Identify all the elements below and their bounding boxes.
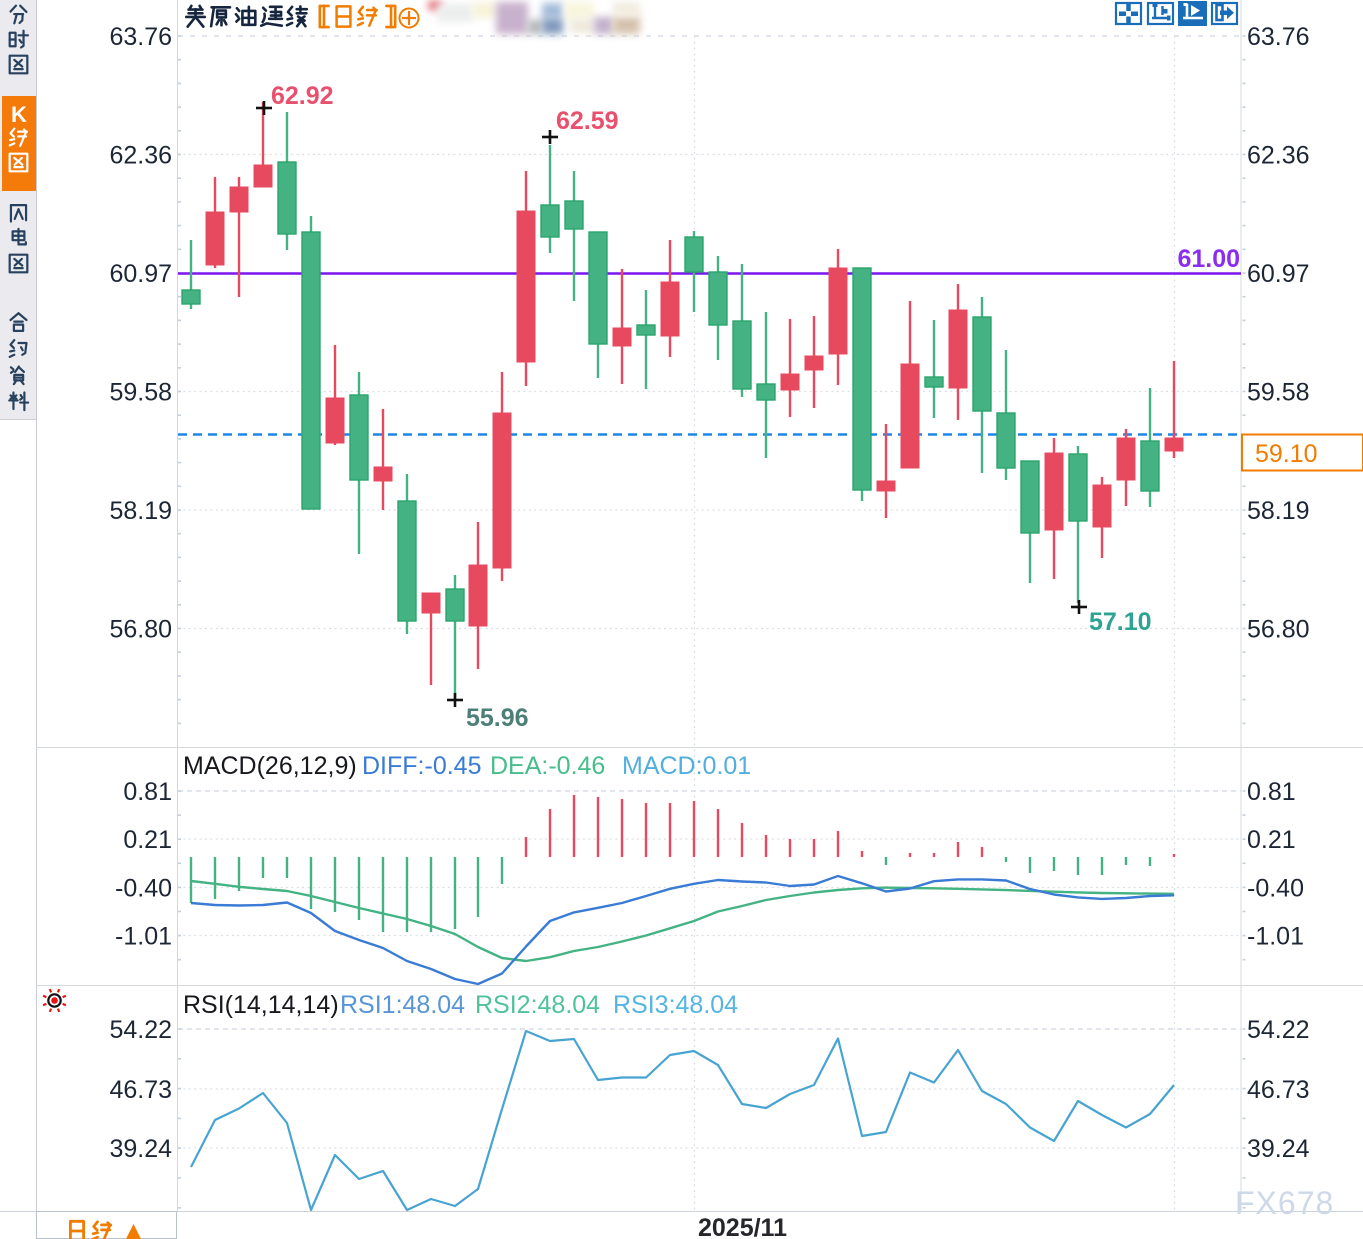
svg-text:63.76: 63.76 [1247, 23, 1310, 51]
svg-text:-0.40: -0.40 [1247, 875, 1304, 903]
svg-text:-1.01: -1.01 [1247, 923, 1304, 951]
svg-text:54.22: 54.22 [109, 1016, 172, 1044]
svg-text:56.80: 56.80 [1247, 616, 1310, 644]
svg-text:39.24: 39.24 [1247, 1135, 1310, 1163]
svg-text:63.76: 63.76 [109, 23, 172, 51]
svg-text:RSI1:48.04: RSI1:48.04 [340, 991, 465, 1019]
svg-text:62.92: 62.92 [271, 82, 334, 110]
svg-text:62.59: 62.59 [556, 107, 619, 135]
svg-text:-1.01: -1.01 [115, 923, 172, 951]
svg-text:DEA:-0.46: DEA:-0.46 [490, 752, 605, 780]
svg-text:46.73: 46.73 [1247, 1076, 1310, 1104]
svg-text:2025/11: 2025/11 [698, 1214, 787, 1239]
svg-text:RSI2:48.04: RSI2:48.04 [475, 991, 600, 1019]
svg-text:58.19: 58.19 [109, 497, 172, 525]
svg-text:46.73: 46.73 [109, 1076, 172, 1104]
svg-text:62.36: 62.36 [109, 142, 172, 170]
svg-text:0.81: 0.81 [1247, 778, 1296, 806]
svg-text:61.00: 61.00 [1177, 245, 1240, 273]
svg-text:39.24: 39.24 [109, 1135, 172, 1163]
svg-text:56.80: 56.80 [109, 616, 172, 644]
svg-text:60.97: 60.97 [1247, 260, 1310, 288]
svg-text:FX678: FX678 [1235, 1185, 1334, 1221]
svg-text:0.21: 0.21 [123, 826, 172, 854]
svg-text:RSI(14,14,14): RSI(14,14,14) [183, 991, 339, 1019]
svg-text:60.97: 60.97 [109, 260, 172, 288]
svg-text:MACD:0.01: MACD:0.01 [622, 752, 751, 780]
svg-text:55.96: 55.96 [466, 704, 529, 732]
svg-text:0.21: 0.21 [1247, 826, 1296, 854]
svg-text:59.58: 59.58 [1247, 379, 1310, 407]
svg-text:-0.40: -0.40 [115, 875, 172, 903]
svg-text:DIFF:-0.45: DIFF:-0.45 [362, 752, 481, 780]
svg-text:62.36: 62.36 [1247, 142, 1310, 170]
svg-text:58.19: 58.19 [1247, 497, 1310, 525]
svg-text:RSI3:48.04: RSI3:48.04 [613, 991, 738, 1019]
svg-text:54.22: 54.22 [1247, 1016, 1310, 1044]
svg-text:MACD(26,12,9): MACD(26,12,9) [183, 752, 357, 780]
svg-text:57.10: 57.10 [1089, 608, 1152, 636]
svg-text:59.58: 59.58 [109, 379, 172, 407]
svg-text:59.10: 59.10 [1255, 440, 1318, 468]
svg-text:K: K [11, 102, 27, 127]
svg-text:0.81: 0.81 [123, 778, 172, 806]
